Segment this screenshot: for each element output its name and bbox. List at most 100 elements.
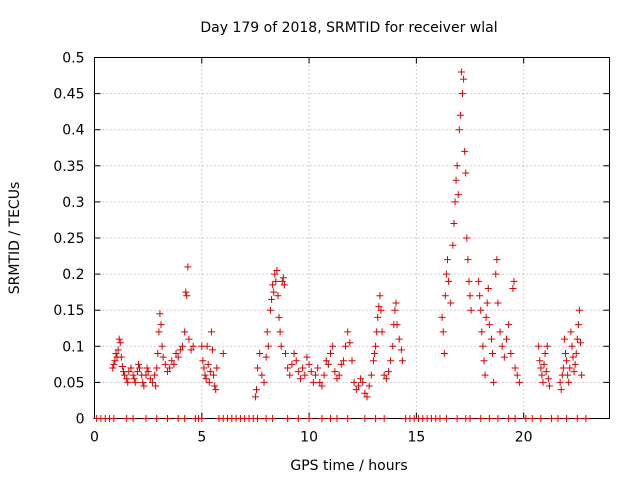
data-point [538,371,546,379]
data-point [453,162,461,170]
data-point [318,415,326,422]
data-point [176,346,184,354]
data-point [262,353,270,361]
data-point [369,357,377,365]
grid-lines [94,57,610,419]
data-point [181,328,189,336]
x-tick-label: 0 [90,430,99,446]
data-point [372,342,380,350]
data-point [213,364,221,372]
y-tick-label: 0.25 [53,231,84,247]
data-point [380,371,388,379]
data-point [134,360,142,368]
data-point [156,310,164,318]
data-point [480,357,488,365]
data-point [274,292,282,300]
data-point [275,313,283,321]
data-point [129,415,137,422]
data-point [327,350,335,358]
data-point [112,350,120,358]
data-point [118,363,126,371]
data-point [181,415,189,422]
data-point [574,321,582,329]
data-point [536,357,544,365]
data-point [172,350,180,358]
data-point [397,346,405,354]
data-point [483,299,491,307]
data-point [151,371,159,379]
data-point [505,415,513,422]
data-point [477,415,485,422]
data-point [114,346,122,354]
data-point [582,415,590,422]
data-point [387,357,395,365]
data-point [204,360,212,368]
data-point [456,111,464,119]
data-point [305,360,313,368]
data-point [563,357,571,365]
data-point [297,375,304,383]
axis-ticks [94,57,610,419]
data-point [322,357,330,365]
data-point [200,364,208,372]
data-point [339,357,347,365]
data-point [140,382,148,390]
data-point [136,364,144,372]
data-point [510,277,518,285]
data-point [314,364,322,372]
data-point [393,321,401,329]
data-point [560,335,568,343]
y-tick-label: 0 [76,412,85,428]
data-point [201,371,209,379]
data-point [489,350,497,358]
data-point [337,360,345,368]
data-point [375,303,383,311]
y-tick-label: 0.15 [53,303,84,319]
data-point [168,357,176,365]
data-point [327,415,335,422]
data-point [363,393,371,401]
data-point [290,350,298,358]
data-point [294,368,302,376]
data-point [557,386,565,394]
y-tick-label: 0.1 [62,339,84,355]
data-point [449,241,457,249]
data-point [320,371,328,379]
data-point [284,364,292,372]
data-point [565,378,573,386]
data-point [198,415,206,422]
data-point [464,256,472,264]
data-point [350,378,358,386]
data-point [266,306,274,314]
data-point [123,415,131,422]
data-point [450,220,458,228]
data-point [163,415,171,422]
data-point [158,342,166,350]
data-point [344,415,352,422]
data-point [498,342,506,350]
data-point [209,346,217,354]
data-point [528,415,536,422]
data-point [476,292,484,300]
data-point [496,328,504,336]
data-point [279,274,287,282]
data-point [254,364,262,372]
data-point [568,342,576,350]
data-point [115,335,123,343]
data-point [153,415,161,422]
data-point [263,328,271,336]
data-point [184,263,192,271]
data-point [466,292,474,300]
data-point [481,371,489,379]
y-tick-labels: 0 0.05 0.1 0.15 0.2 0.25 0.3 0.35 0.4 0.45 0.5 [53,51,84,428]
data-point [395,335,403,343]
data-point [479,342,487,350]
y-tick-label: 0.2 [62,267,84,283]
data-point [344,328,352,336]
data-point [268,295,276,303]
data-point [543,342,551,350]
data-point [316,378,324,386]
data-point [554,415,562,422]
data-point [207,328,215,336]
data-point [123,375,131,383]
